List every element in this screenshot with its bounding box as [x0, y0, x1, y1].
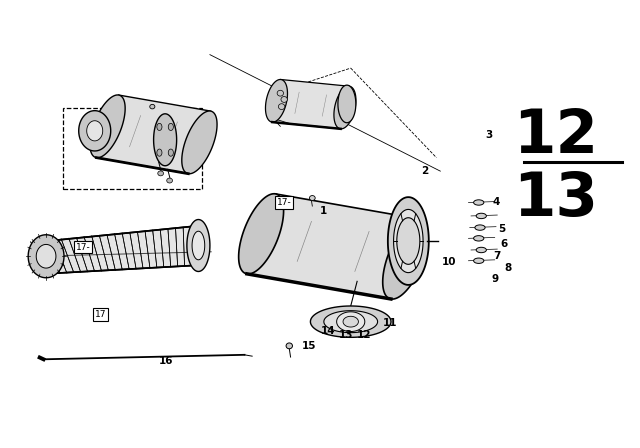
Text: 17-: 17- — [76, 243, 90, 252]
Polygon shape — [343, 316, 358, 327]
Ellipse shape — [168, 149, 173, 156]
Text: 10: 10 — [442, 257, 456, 267]
Ellipse shape — [286, 343, 292, 349]
Polygon shape — [388, 197, 429, 285]
Polygon shape — [87, 121, 102, 141]
Ellipse shape — [474, 236, 484, 241]
Polygon shape — [36, 245, 56, 268]
Text: 15: 15 — [302, 341, 317, 351]
Ellipse shape — [474, 258, 484, 263]
Ellipse shape — [476, 213, 486, 219]
Polygon shape — [338, 85, 356, 123]
Ellipse shape — [157, 123, 162, 130]
Polygon shape — [38, 226, 198, 274]
Text: 8: 8 — [504, 263, 511, 273]
Text: 13: 13 — [513, 170, 598, 229]
Bar — [63, 108, 202, 189]
Polygon shape — [187, 220, 210, 271]
Text: 17: 17 — [95, 310, 106, 319]
Ellipse shape — [157, 171, 164, 176]
Ellipse shape — [278, 104, 285, 109]
Text: 14: 14 — [321, 326, 336, 336]
Text: 11: 11 — [383, 319, 397, 328]
Text: 4: 4 — [493, 198, 500, 207]
Ellipse shape — [281, 97, 287, 102]
Text: 3: 3 — [485, 130, 492, 140]
Polygon shape — [31, 242, 46, 274]
Text: 17-: 17- — [276, 198, 291, 207]
Polygon shape — [266, 79, 287, 122]
Text: 6: 6 — [500, 239, 508, 249]
Polygon shape — [90, 95, 125, 158]
Polygon shape — [310, 306, 391, 337]
Text: 2: 2 — [421, 166, 428, 176]
Polygon shape — [337, 312, 365, 332]
Polygon shape — [383, 219, 428, 299]
Text: 1: 1 — [320, 206, 327, 215]
Text: 7: 7 — [493, 251, 500, 261]
Polygon shape — [192, 231, 205, 260]
Text: 12: 12 — [513, 107, 598, 166]
Polygon shape — [239, 194, 284, 274]
Ellipse shape — [310, 195, 315, 200]
Ellipse shape — [167, 178, 173, 183]
Polygon shape — [182, 111, 217, 174]
Text: 12: 12 — [357, 330, 372, 340]
Ellipse shape — [474, 200, 484, 205]
Text: 9: 9 — [492, 274, 499, 284]
Ellipse shape — [157, 149, 162, 156]
Polygon shape — [324, 311, 378, 332]
Text: 13: 13 — [339, 330, 354, 340]
Polygon shape — [334, 86, 356, 129]
Ellipse shape — [475, 225, 485, 230]
Ellipse shape — [476, 247, 486, 253]
Polygon shape — [397, 218, 420, 264]
Ellipse shape — [150, 104, 155, 109]
Text: 16: 16 — [159, 356, 173, 366]
Ellipse shape — [168, 123, 173, 130]
Polygon shape — [247, 194, 419, 299]
Polygon shape — [79, 111, 111, 151]
Polygon shape — [97, 95, 211, 174]
Polygon shape — [394, 209, 423, 273]
Polygon shape — [191, 226, 206, 265]
Ellipse shape — [277, 90, 284, 96]
Polygon shape — [272, 79, 349, 129]
Polygon shape — [28, 235, 64, 278]
Polygon shape — [154, 114, 177, 166]
Text: 5: 5 — [498, 224, 505, 234]
